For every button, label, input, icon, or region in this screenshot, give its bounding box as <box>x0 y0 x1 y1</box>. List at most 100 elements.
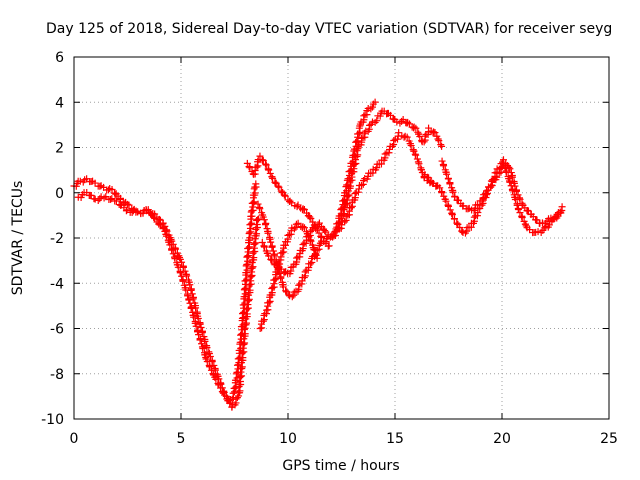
data-point <box>313 254 321 262</box>
data-point <box>254 200 262 208</box>
data-point <box>290 225 298 233</box>
data-point <box>212 375 220 383</box>
data-point <box>366 121 374 129</box>
data-point <box>275 183 283 191</box>
data-point <box>166 241 174 249</box>
data-point <box>430 128 438 136</box>
data-point <box>253 163 261 171</box>
data-point <box>226 399 234 407</box>
data-point <box>373 117 381 125</box>
data-point <box>262 221 270 229</box>
data-point <box>558 203 566 211</box>
data-point <box>438 142 446 150</box>
data-point <box>553 210 561 218</box>
data-point <box>268 256 276 264</box>
data-point <box>516 209 524 217</box>
data-point <box>299 205 307 213</box>
series-arc-8 <box>374 107 446 150</box>
data-point <box>299 223 307 231</box>
data-point <box>480 191 488 199</box>
data-point <box>442 197 450 205</box>
data-point <box>203 358 211 366</box>
data-point <box>76 177 84 185</box>
data-point <box>304 232 312 240</box>
data-point <box>301 268 309 276</box>
y-tick-label: -10 <box>41 412 64 428</box>
data-point <box>438 157 446 165</box>
data-point <box>412 151 420 159</box>
data-point <box>293 254 301 262</box>
x-tick-label: 0 <box>70 431 79 447</box>
grid-lines <box>74 57 609 419</box>
data-point <box>280 191 288 199</box>
data-point <box>286 197 294 205</box>
data-point <box>192 322 200 330</box>
data-point <box>267 238 275 246</box>
y-tick-label: -8 <box>50 367 64 383</box>
data-point <box>306 213 314 221</box>
y-tick-label: -2 <box>50 231 64 247</box>
data-point <box>358 134 366 142</box>
data-point <box>107 195 115 203</box>
y-tick-label: -4 <box>50 276 64 292</box>
data-point <box>290 291 298 299</box>
data-point <box>245 243 253 251</box>
data-point <box>448 211 456 219</box>
data-point <box>111 189 119 197</box>
data-point <box>282 287 290 295</box>
data-point <box>269 247 277 255</box>
data-point <box>159 224 167 232</box>
x-axis-label: GPS time / hours <box>282 458 399 474</box>
data-point <box>506 165 514 173</box>
data-point <box>250 198 258 206</box>
axis-ticks <box>73 56 610 420</box>
data-point <box>514 191 522 199</box>
data-point <box>547 214 555 222</box>
data-point <box>198 329 206 337</box>
data-point <box>290 288 298 296</box>
data-point <box>390 136 398 144</box>
data-point <box>260 216 268 224</box>
data-point <box>245 163 253 171</box>
data-point <box>342 212 350 220</box>
data-point <box>262 161 270 169</box>
data-point <box>194 314 202 322</box>
data-point <box>178 272 186 280</box>
data-point <box>300 274 308 282</box>
data-point <box>495 165 503 173</box>
data-point <box>112 197 120 205</box>
series-arc-2 <box>74 189 262 411</box>
data-point <box>453 219 461 227</box>
data-point <box>236 387 244 395</box>
data-point <box>295 281 303 289</box>
data-point <box>249 263 257 271</box>
data-point <box>260 243 268 251</box>
data-point <box>190 313 198 321</box>
data-point <box>256 205 264 213</box>
data-point <box>124 200 132 208</box>
data-point <box>223 395 231 403</box>
y-tick-label: 2 <box>55 141 64 157</box>
data-point <box>241 339 249 347</box>
x-tick-label: 20 <box>493 431 511 447</box>
data-point <box>266 169 274 177</box>
data-point <box>176 269 184 277</box>
data-point <box>182 286 190 294</box>
data-point <box>526 226 534 234</box>
data-point <box>415 160 423 168</box>
data-point <box>431 129 439 137</box>
data-point <box>169 250 177 258</box>
y-tick-label: 0 <box>55 186 64 202</box>
data-point <box>277 187 285 195</box>
data-point <box>410 147 418 155</box>
data-point <box>215 381 223 389</box>
data-point <box>444 175 452 183</box>
data-point <box>341 218 349 226</box>
data-point <box>254 215 262 223</box>
y-tick-label: -6 <box>50 322 64 338</box>
data-point <box>307 237 315 245</box>
data-point <box>206 363 214 371</box>
data-point <box>268 173 276 181</box>
data-point <box>307 260 315 268</box>
